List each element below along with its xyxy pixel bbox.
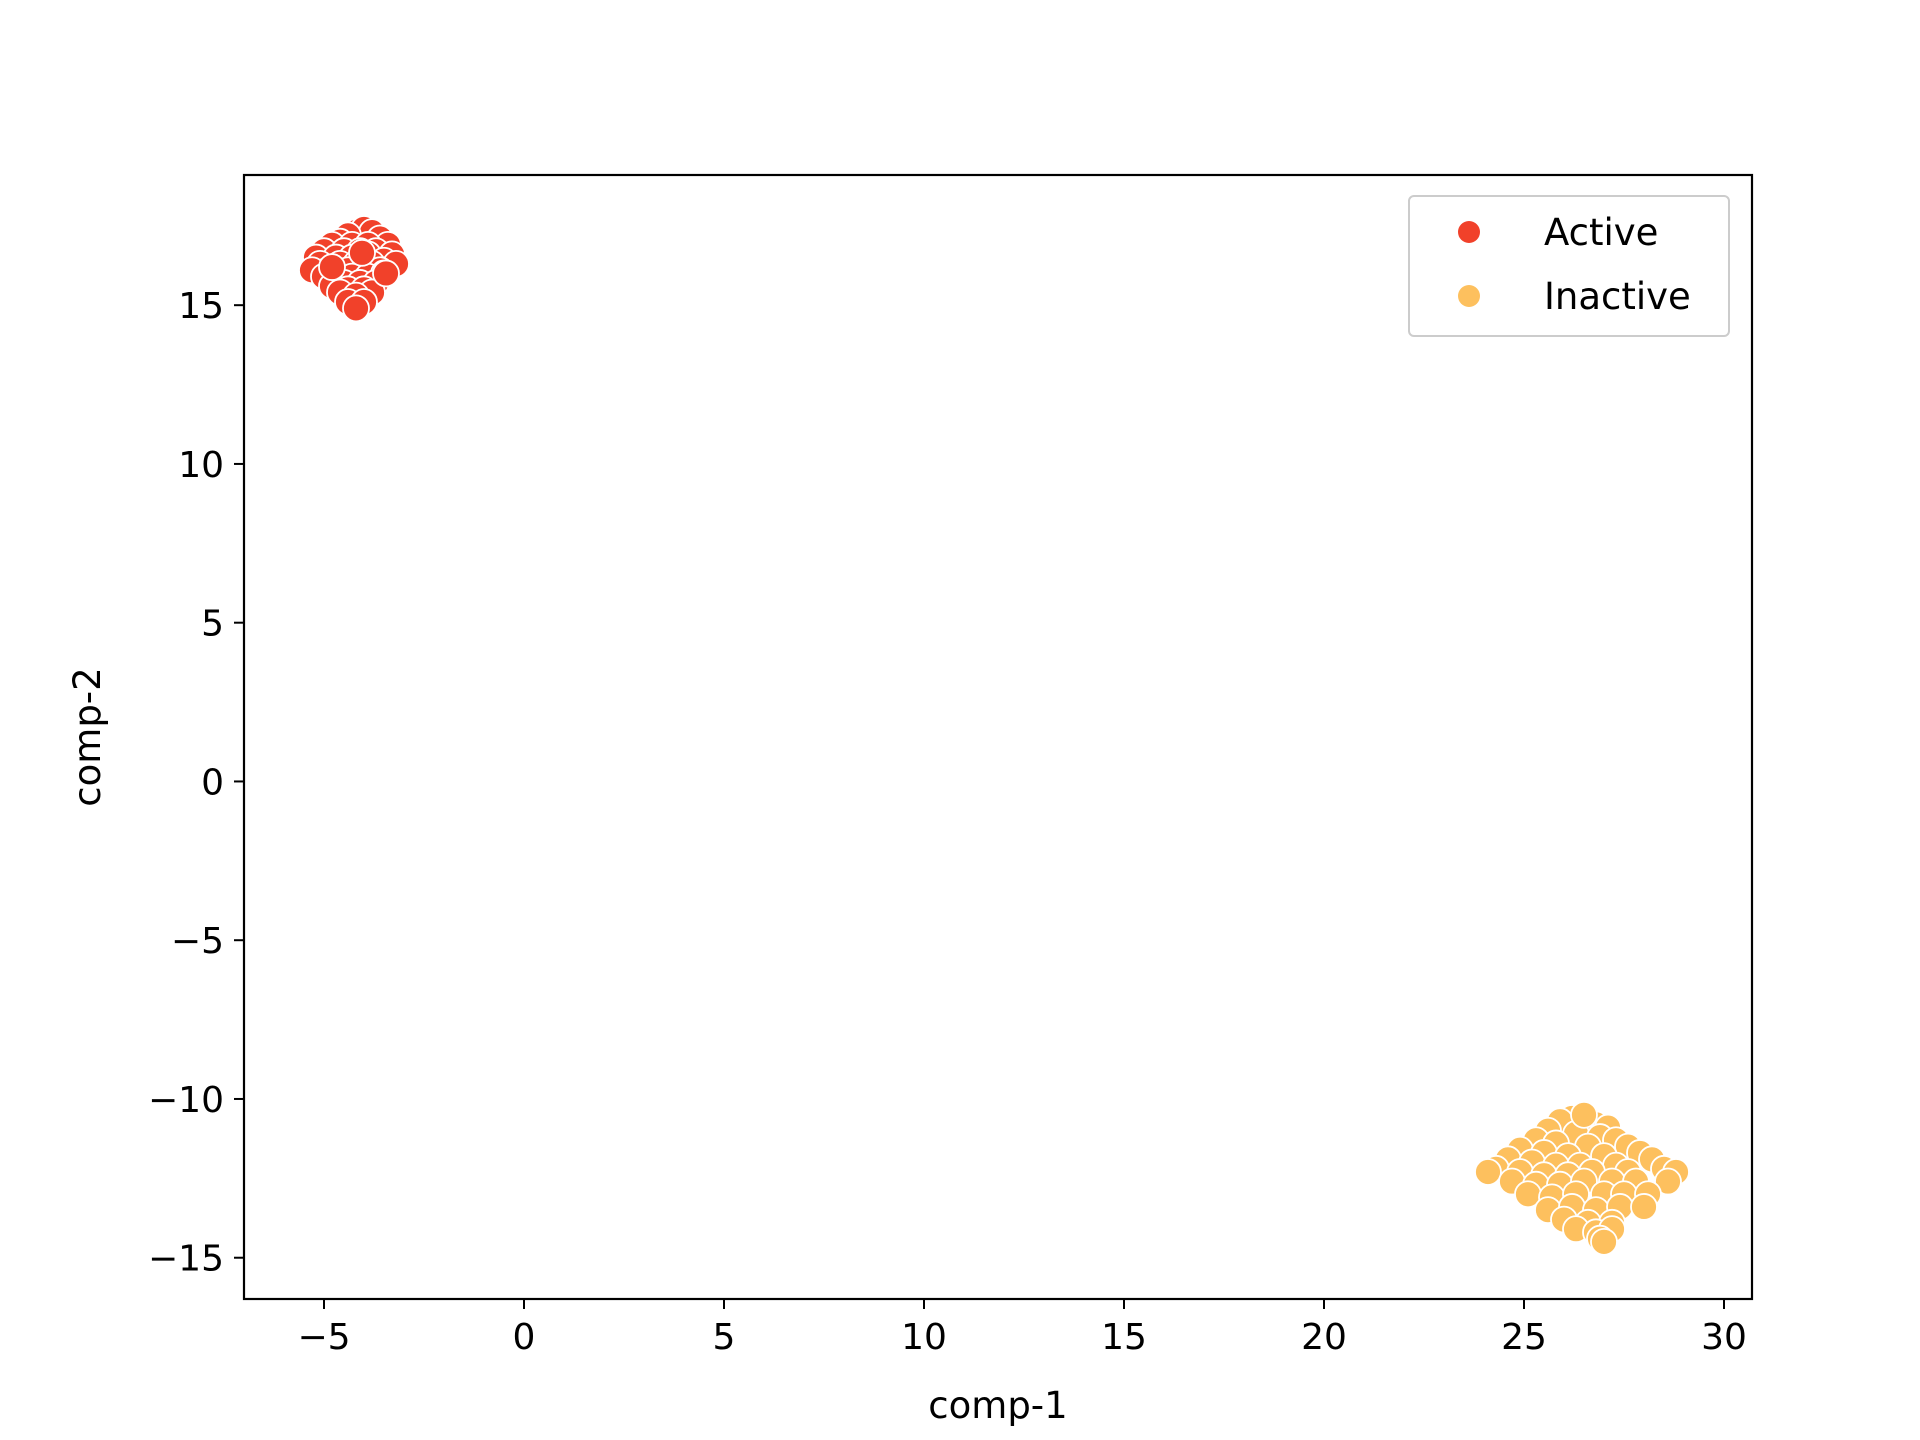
y-tick-label: 0 xyxy=(201,762,224,803)
point-inactive-39 xyxy=(1654,1167,1682,1196)
x-tick-label: 20 xyxy=(1301,1317,1347,1358)
point-inactive-32 xyxy=(1474,1158,1502,1186)
legend-marker-inactive xyxy=(1458,285,1480,307)
point-active-48 xyxy=(348,238,376,267)
legend: Active Inactive xyxy=(1408,195,1730,337)
x-tick-label: −5 xyxy=(297,1317,350,1358)
y-tick-label: −5 xyxy=(171,921,224,962)
x-axis-ticks: −5 0 5 10 15 20 25 30 xyxy=(297,1299,1747,1358)
y-tick-label: 10 xyxy=(178,445,224,486)
plot-background xyxy=(244,175,1752,1299)
legend-marker-active xyxy=(1458,221,1480,243)
point-active-47 xyxy=(318,253,346,281)
point-inactive-59 xyxy=(1570,1100,1598,1129)
plot-frame xyxy=(242,173,1754,1301)
x-tick-label: 15 xyxy=(1101,1317,1147,1358)
point-active-49 xyxy=(372,259,400,288)
y-tick-label: −10 xyxy=(148,1080,224,1121)
y-tick-label: −15 xyxy=(148,1239,224,1280)
x-tick-label: 10 xyxy=(901,1317,947,1358)
legend-label-inactive: Inactive xyxy=(1544,275,1691,318)
point-inactive-50 xyxy=(1630,1193,1658,1221)
legend-label-active: Active xyxy=(1544,211,1658,254)
x-tick-label: 25 xyxy=(1501,1317,1547,1358)
points-layer xyxy=(298,215,1690,1256)
y-axis-ticks: −15 −10 −5 0 5 10 15 xyxy=(148,286,244,1280)
x-tick-label: 30 xyxy=(1701,1317,1747,1358)
legend-box xyxy=(1408,195,1730,337)
y-tick-label: 15 xyxy=(178,286,224,327)
y-axis-label: comp-2 xyxy=(66,667,109,806)
x-axis-label: comp-1 xyxy=(928,1384,1067,1427)
x-tick-label: 5 xyxy=(713,1317,736,1358)
point-inactive-58 xyxy=(1590,1227,1618,1256)
y-tick-label: 5 xyxy=(201,604,224,645)
point-active-46 xyxy=(342,294,370,323)
x-tick-label: 0 xyxy=(513,1317,536,1358)
